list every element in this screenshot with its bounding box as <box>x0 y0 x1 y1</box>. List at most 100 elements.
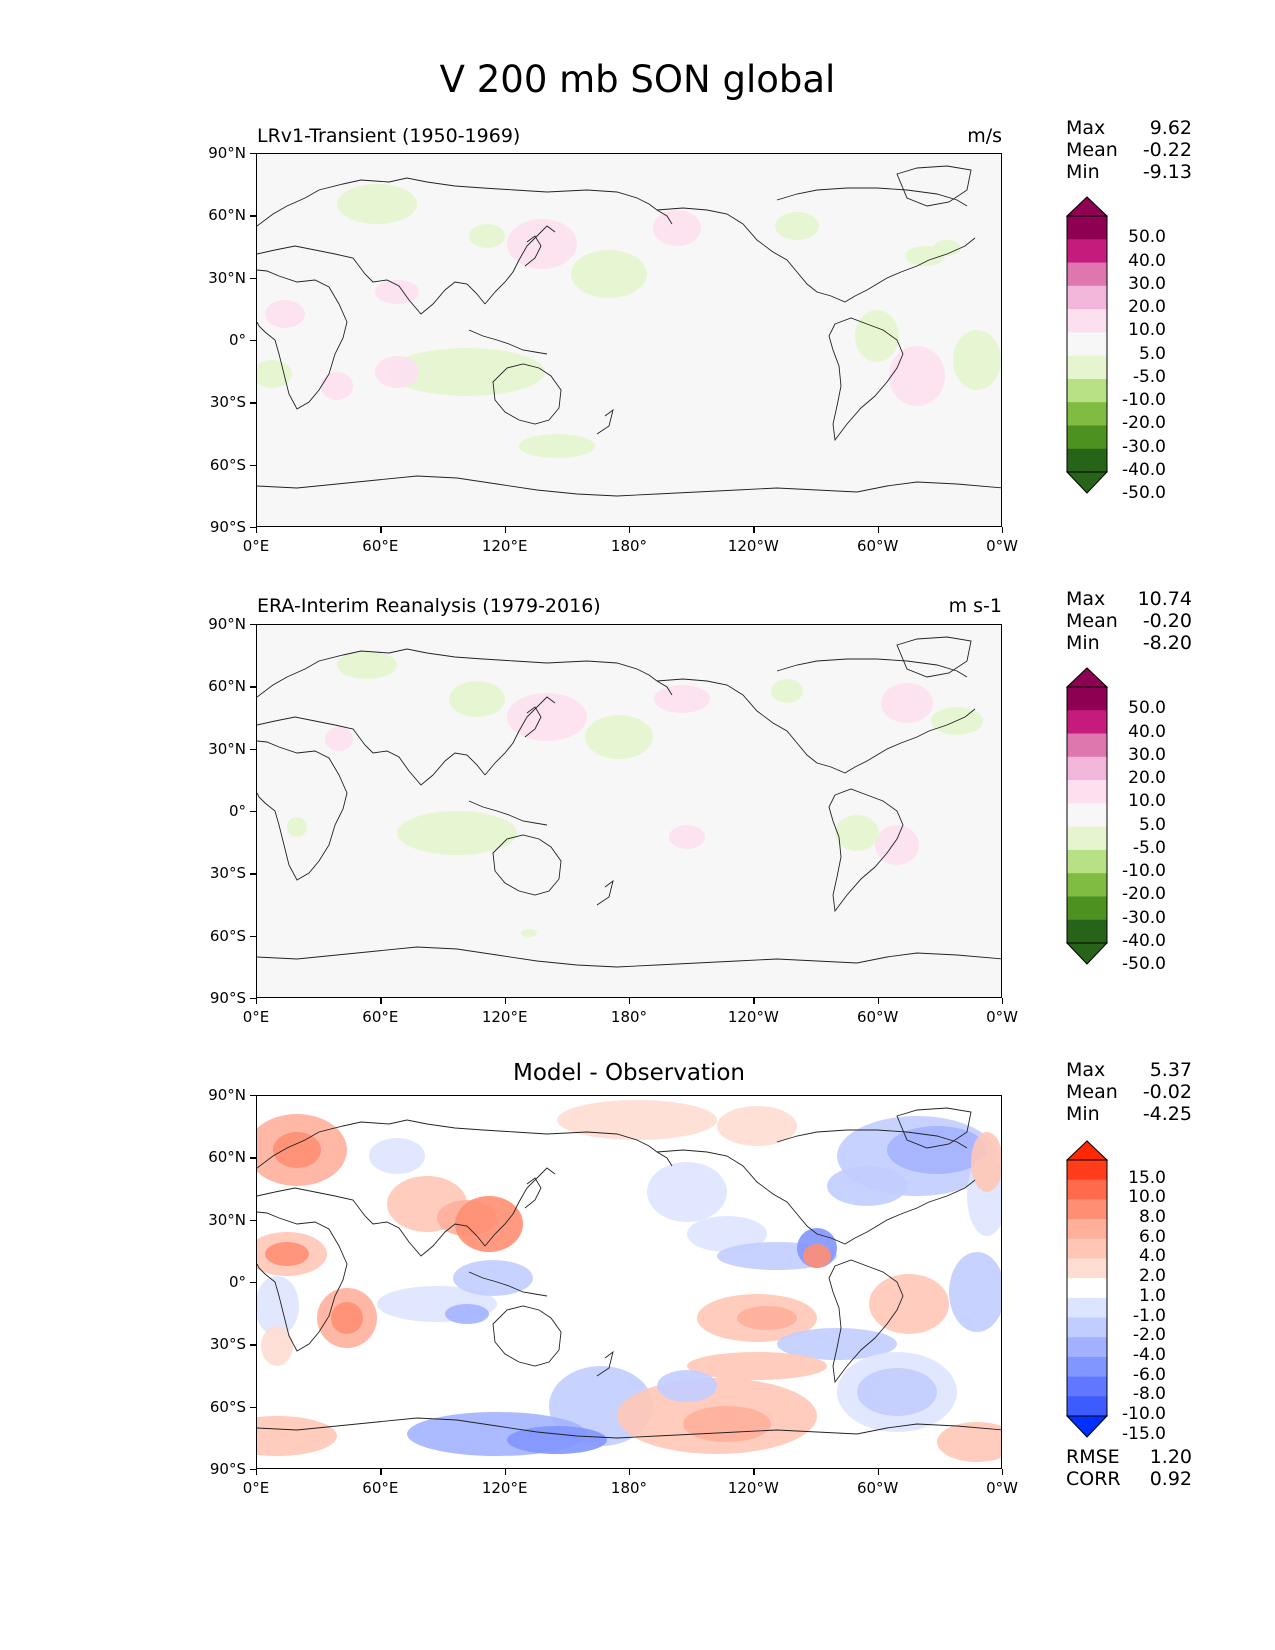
coastline <box>257 1417 1001 1439</box>
colorbar-segment <box>1067 448 1107 473</box>
colorbar-tick-label: -15.0 <box>1122 1423 1166 1444</box>
field-anomaly <box>933 240 961 256</box>
stat-max-value: 5.37 <box>1149 1059 1192 1081</box>
difference-anomaly <box>507 1426 607 1454</box>
map-svg <box>257 1096 1001 1468</box>
coastline <box>524 706 542 738</box>
difference-anomaly <box>887 1126 987 1174</box>
colorbar-tick-label: -50.0 <box>1122 954 1166 975</box>
field-anomaly <box>325 727 353 751</box>
difference-anomaly <box>827 1166 907 1206</box>
stat-mean-label: Mean <box>1066 139 1118 161</box>
difference-anomaly <box>857 1368 937 1416</box>
colorbar-outline <box>1066 215 1108 473</box>
lon-tick-mark <box>629 1469 631 1475</box>
lon-tick-label: 120°E <box>481 1008 528 1026</box>
colorbar-tick-label: 5.0 <box>1138 814 1166 835</box>
colorbar-segment <box>1067 733 1107 758</box>
colorbar-outline <box>1066 1159 1108 1417</box>
lat-tick-label: 30°N <box>208 739 246 758</box>
coastline <box>896 165 972 207</box>
difference-anomaly <box>369 1138 425 1174</box>
field-anomaly <box>287 817 307 837</box>
colorbar-tick-label: 50.0 <box>1128 227 1166 248</box>
stat-min-value: -9.13 <box>1142 161 1192 183</box>
colorbar-tick-label: -1.0 <box>1132 1305 1166 1326</box>
lat-tick-mark <box>250 873 256 875</box>
coastline <box>257 1211 348 1352</box>
field-anomaly <box>507 219 577 269</box>
field-anomaly <box>654 685 710 713</box>
colorbar-tick-label: 10.0 <box>1128 791 1166 812</box>
lon-tick-label: 0°W <box>986 1479 1018 1497</box>
colorbar-segment <box>1067 1160 1107 1181</box>
colorbar-segment <box>1067 687 1107 711</box>
coastline <box>492 834 562 896</box>
colorbar-tick-label: 30.0 <box>1128 273 1166 294</box>
lon-tick-mark <box>504 527 507 533</box>
coastline <box>257 245 486 315</box>
coastline <box>257 177 673 227</box>
stat-mean-value: -0.20 <box>1142 610 1192 632</box>
stat-min-label: Min <box>1066 632 1100 654</box>
colorbar-tick-label: -5.0 <box>1132 366 1166 387</box>
difference-anomaly <box>777 1328 897 1360</box>
difference-anomaly <box>455 1196 523 1252</box>
colorbar-segment <box>1067 425 1107 450</box>
corr-value: 0.92 <box>1149 1468 1192 1490</box>
field-anomaly <box>585 715 653 759</box>
colorbar-segment <box>1067 1278 1107 1299</box>
colorbar-segment <box>1067 756 1107 781</box>
field-anomaly <box>519 434 595 458</box>
field-anomaly <box>855 310 899 362</box>
field-anomaly <box>375 356 419 388</box>
colorbar-tick-label: -2.0 <box>1132 1325 1166 1346</box>
lat-tick-mark <box>250 1282 256 1284</box>
lat-tick-mark <box>250 811 256 813</box>
coastline <box>776 187 968 207</box>
lon-tick-label: 0°W <box>986 537 1018 555</box>
coastline <box>524 235 542 267</box>
lon-tick-mark <box>877 527 880 533</box>
colorbar-svg <box>1066 1140 1108 1438</box>
stat-min-label: Min <box>1066 1103 1100 1125</box>
difference-anomaly <box>331 1302 363 1334</box>
lat-tick-label: 60°S <box>209 926 246 945</box>
stat-mean-value: -0.02 <box>1142 1081 1192 1103</box>
lat-tick-label: 30°N <box>208 268 246 287</box>
lon-tick-label: 120°W <box>727 1479 779 1497</box>
field-anomaly <box>775 212 819 240</box>
colorbar-tick-label: -10.0 <box>1122 390 1166 411</box>
lat-tick-mark <box>250 527 256 529</box>
field-anomaly <box>521 929 537 937</box>
lon-tick-label: 60°E <box>362 537 399 555</box>
panel3-map <box>256 1095 1002 1469</box>
lon-tick-label: 60°W <box>856 1479 899 1497</box>
lon-tick-label: 120°E <box>481 1479 528 1497</box>
colorbar-tick-label: -20.0 <box>1122 413 1166 434</box>
colorbar-segment <box>1067 309 1107 333</box>
lon-tick-label: 60°E <box>362 1008 399 1026</box>
panel3-stats: Max 5.37 Mean -0.02 Min -4.25 <box>1066 1059 1192 1129</box>
colorbar-tick-label: 8.0 <box>1138 1207 1166 1228</box>
lat-tick-mark <box>250 215 256 217</box>
colorbar-segment <box>1067 1219 1107 1240</box>
colorbar-tick-label: 4.0 <box>1138 1246 1166 1267</box>
lon-tick-mark <box>753 1469 755 1475</box>
stat-max-label: Max <box>1066 117 1106 139</box>
difference-anomaly <box>647 1162 727 1222</box>
stat-min-value: -8.20 <box>1142 632 1192 654</box>
colorbar-tick-label: -30.0 <box>1122 436 1166 457</box>
lat-tick-mark <box>250 624 256 626</box>
panel1-map <box>256 153 1002 527</box>
colorbar-tick-label: 6.0 <box>1138 1226 1166 1247</box>
colorbar-tick-label: 50.0 <box>1128 698 1166 719</box>
colorbar-segment <box>1067 216 1107 240</box>
colorbar-segment <box>1067 1356 1107 1378</box>
lon-tick-mark <box>380 527 382 533</box>
colorbar-tick-label: 2.0 <box>1138 1266 1166 1287</box>
stat-mean-label: Mean <box>1066 610 1118 632</box>
colorbar-segment <box>1067 710 1107 735</box>
colorbar-tick-label: 1.0 <box>1138 1285 1166 1306</box>
colorbar-segment <box>1067 780 1107 804</box>
